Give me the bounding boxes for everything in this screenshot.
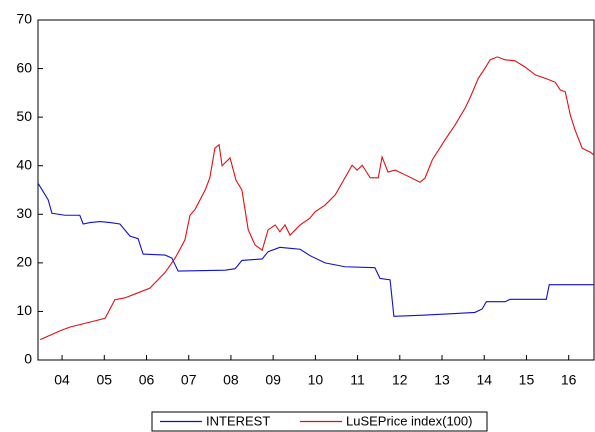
y-tick-label: 20 (16, 254, 32, 270)
y-tick-label: 30 (16, 205, 32, 221)
y-tick-label: 50 (16, 108, 32, 124)
x-tick-label: 11 (350, 372, 365, 388)
series-line (39, 56, 595, 341)
plot-frame (37, 19, 595, 361)
y-tick-label: 40 (16, 156, 32, 172)
x-tick-label: 07 (181, 372, 197, 388)
legend-label: LuSEPrice index(100) (346, 413, 472, 428)
y-tick-label: 60 (16, 59, 32, 75)
x-tick-label: 12 (392, 372, 408, 388)
x-tick-label: 10 (308, 372, 324, 388)
y-tick-label: 0 (24, 351, 32, 367)
x-tick-label: 08 (223, 372, 239, 388)
x-tick-label: 09 (265, 372, 281, 388)
y-tick-label: 70 (16, 11, 32, 27)
x-tick-label: 06 (139, 372, 155, 388)
x-tick-label: 04 (54, 372, 70, 388)
x-tick-label: 16 (561, 372, 577, 388)
x-tick-label: 15 (519, 372, 535, 388)
y-tick-label: 10 (16, 302, 32, 318)
legend-label: INTEREST (206, 413, 270, 428)
x-tick-label: 13 (434, 372, 450, 388)
x-tick-label: 05 (96, 372, 112, 388)
x-tick-label: 14 (476, 372, 492, 388)
series-line (37, 182, 594, 317)
